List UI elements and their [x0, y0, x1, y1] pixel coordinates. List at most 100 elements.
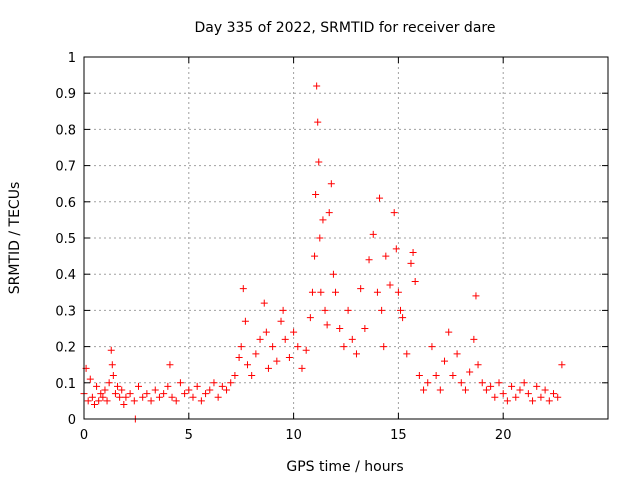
x-axis-label: GPS time / hours [286, 459, 403, 475]
data-point [273, 357, 281, 365]
data-point [470, 335, 478, 343]
data-point [558, 361, 566, 369]
data-point [449, 372, 457, 380]
y-tick-label: 1 [68, 51, 76, 66]
data-point [235, 353, 243, 361]
data-point [108, 361, 116, 369]
chart-title: Day 335 of 2022, SRMTID for receiver dar… [195, 20, 496, 36]
data-point [101, 386, 109, 394]
data-point [365, 256, 373, 264]
y-axis-label: SRMTID / TECUs [7, 182, 23, 295]
data-point [281, 335, 289, 343]
data-points [80, 82, 566, 423]
data-point [369, 230, 377, 238]
y-tick-label: 0.9 [55, 87, 76, 102]
data-point [445, 328, 453, 336]
y-tick-label: 0.7 [55, 160, 76, 175]
data-point [264, 364, 272, 372]
data-point [432, 372, 440, 380]
data-point [516, 386, 524, 394]
data-point [223, 386, 231, 394]
data-point [237, 343, 245, 351]
data-point [461, 386, 469, 394]
data-point [537, 393, 545, 401]
data-point [126, 390, 134, 398]
data-point [390, 209, 398, 217]
data-point [172, 397, 180, 405]
data-point [168, 393, 176, 401]
data-point [325, 209, 333, 217]
data-point [428, 343, 436, 351]
data-point [314, 118, 322, 126]
data-point [206, 386, 214, 394]
data-point [302, 346, 310, 354]
data-point [524, 390, 532, 398]
data-point [189, 393, 197, 401]
data-point [380, 343, 388, 351]
x-tick-label: 15 [390, 428, 407, 443]
data-point [457, 379, 465, 387]
data-point [277, 317, 285, 325]
data-point [311, 252, 319, 260]
data-point [321, 306, 329, 314]
data-point [122, 393, 130, 401]
data-point [143, 390, 151, 398]
data-point [399, 314, 407, 322]
data-point [386, 281, 394, 289]
data-point [160, 390, 168, 398]
data-point [151, 386, 159, 394]
data-point [352, 350, 360, 358]
data-point [340, 343, 348, 351]
data-point [491, 393, 499, 401]
data-point [97, 390, 105, 398]
data-point [262, 328, 270, 336]
data-point [327, 180, 335, 188]
data-point [95, 397, 103, 405]
data-point [197, 397, 205, 405]
data-point [181, 390, 189, 398]
data-point [155, 393, 163, 401]
data-point [315, 158, 323, 166]
data-point [403, 350, 411, 358]
data-point [503, 397, 511, 405]
data-point [415, 372, 423, 380]
data-point [508, 382, 516, 390]
data-point [86, 375, 94, 383]
data-point [550, 390, 558, 398]
data-point [120, 401, 128, 409]
data-point [474, 361, 482, 369]
data-point [396, 306, 404, 314]
data-point [392, 245, 400, 253]
data-point [256, 335, 264, 343]
data-point [279, 306, 287, 314]
data-point [487, 382, 495, 390]
data-point [407, 259, 415, 267]
x-tick-label: 0 [80, 428, 88, 443]
data-point [185, 386, 193, 394]
data-point [116, 393, 124, 401]
data-point [111, 390, 119, 398]
data-point [298, 364, 306, 372]
data-point [252, 350, 260, 358]
data-point [319, 216, 327, 224]
data-point [202, 390, 210, 398]
data-point [241, 317, 249, 325]
data-point [378, 306, 386, 314]
data-point [499, 390, 507, 398]
data-point [214, 393, 222, 401]
data-point [105, 379, 113, 387]
grid [84, 57, 608, 419]
data-point [313, 82, 321, 90]
data-point [332, 288, 340, 296]
data-point [441, 357, 449, 365]
data-point [357, 285, 365, 293]
data-point [210, 379, 218, 387]
data-point [103, 397, 111, 405]
y-tick-label: 0.4 [55, 268, 76, 283]
data-point [317, 288, 325, 296]
data-point [436, 386, 444, 394]
data-point [382, 252, 390, 260]
data-point [361, 325, 369, 332]
data-point [411, 277, 419, 285]
data-point [316, 234, 324, 242]
